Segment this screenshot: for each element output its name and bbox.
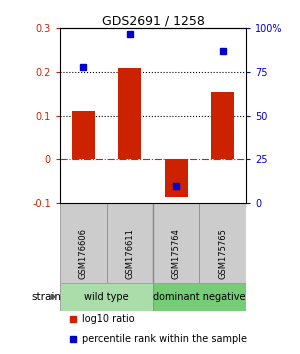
Bar (60, 203, 106, 283)
Bar (165, 159, 188, 196)
Bar (153, 283, 246, 310)
Text: strain: strain (31, 292, 61, 302)
Bar (153, 203, 200, 283)
Text: log10 ratio: log10 ratio (82, 314, 135, 324)
Text: GSM176611: GSM176611 (125, 228, 134, 279)
Text: GSM175764: GSM175764 (172, 228, 181, 279)
Text: GSM176606: GSM176606 (79, 228, 88, 279)
Text: wild type: wild type (84, 292, 129, 302)
Text: GSM175765: GSM175765 (218, 228, 227, 279)
Title: GDS2691 / 1258: GDS2691 / 1258 (102, 14, 204, 27)
Text: percentile rank within the sample: percentile rank within the sample (82, 334, 247, 344)
Bar (60, 283, 153, 310)
Bar (211, 92, 234, 159)
Text: dominant negative: dominant negative (153, 292, 246, 302)
Bar (118, 68, 141, 159)
Bar (106, 203, 153, 283)
Bar (200, 203, 246, 283)
Bar (72, 112, 95, 159)
